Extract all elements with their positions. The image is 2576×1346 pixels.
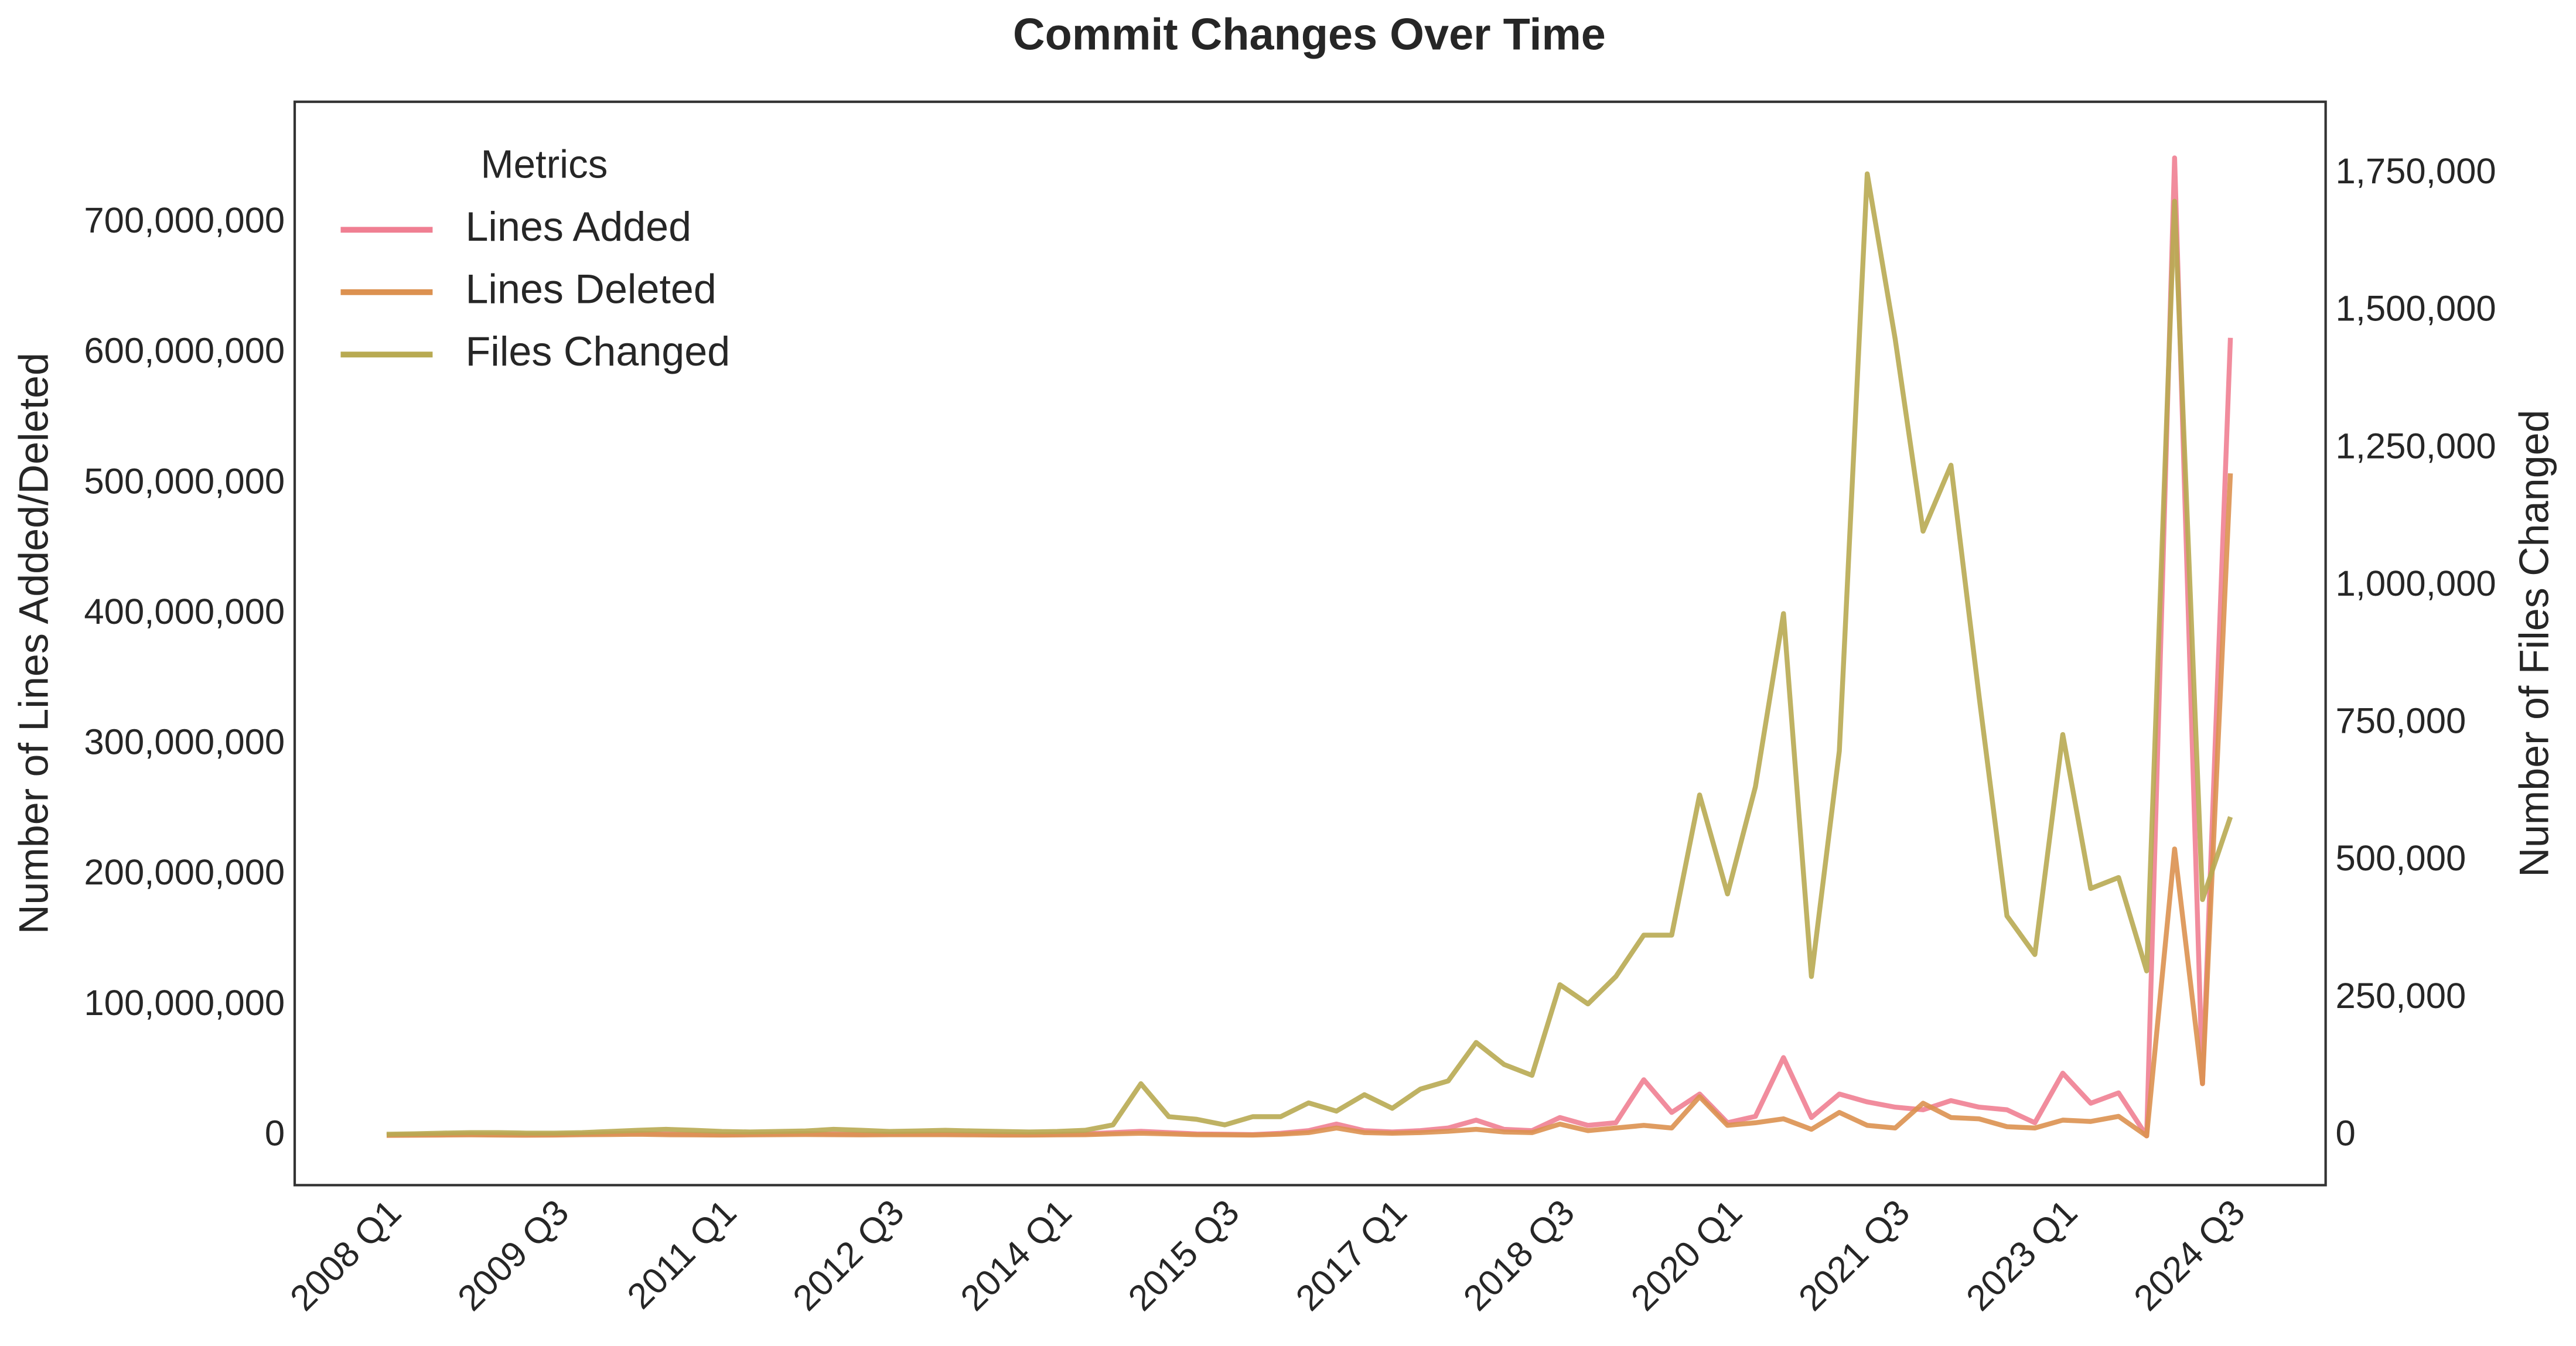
y-tick-label: 500,000,000: [84, 461, 285, 501]
y2-tick-label: 1,750,000: [2335, 151, 2496, 192]
y-tick-label: 0: [265, 1113, 285, 1153]
legend-label: Files Changed: [465, 329, 730, 374]
plot-lines: [386, 155, 2233, 1139]
y-tick-label: 700,000,000: [84, 200, 285, 241]
y2-tick-label: 1,500,000: [2335, 289, 2496, 329]
y2-tick-label: 750,000: [2335, 701, 2466, 742]
legend-title: Metrics: [481, 143, 608, 187]
legend-label: Lines Deleted: [465, 266, 716, 312]
y2-axis-label: Number of Files Changed: [2512, 409, 2557, 877]
y2-tick-label: 1,000,000: [2335, 563, 2496, 604]
y2-tick-label: 500,000: [2335, 838, 2466, 879]
chart-title: Commit Changes Over Time: [1013, 10, 1606, 59]
y-tick-label: 400,000,000: [84, 592, 285, 632]
y-tick-label: 300,000,000: [84, 722, 285, 763]
y-tick-label: 600,000,000: [84, 331, 285, 371]
y-axis-label: Number of Lines Added/Deleted: [11, 353, 57, 934]
legend-label: Lines Added: [465, 204, 691, 250]
data-line: [386, 171, 2233, 1137]
y-tick-label: 100,000,000: [84, 983, 285, 1023]
plot-frame: [293, 100, 2327, 1187]
y2-tick-label: 1,250,000: [2335, 426, 2496, 466]
y2-tick-label: 0: [2335, 1113, 2355, 1154]
legend: Metrics Lines Added Lines Deleted Files Cha…: [340, 143, 730, 374]
y2-tick-label: 250,000: [2335, 976, 2466, 1016]
y-tick-label: 200,000,000: [84, 852, 285, 893]
data-line: [386, 473, 2233, 1139]
